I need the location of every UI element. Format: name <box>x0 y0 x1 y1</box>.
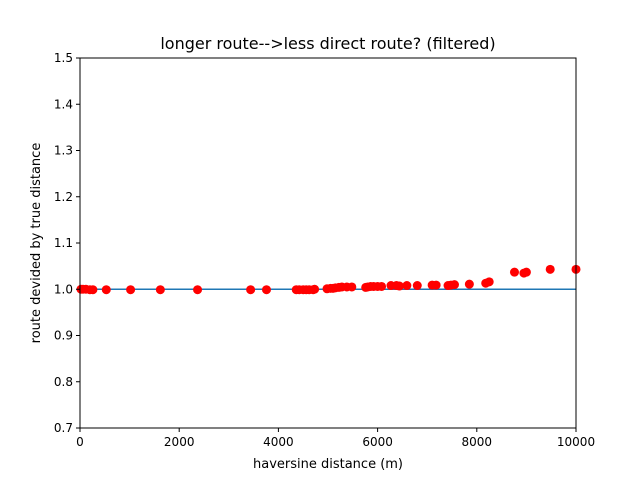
data-point <box>310 284 320 294</box>
data-point <box>246 285 256 295</box>
y-tick-label: 1.4 <box>54 97 73 111</box>
data-point <box>377 281 387 291</box>
y-tick-label: 1.1 <box>54 236 73 250</box>
y-tick-label: 0.7 <box>54 421 73 435</box>
y-tick-label: 1.2 <box>54 190 73 204</box>
data-point <box>412 281 422 291</box>
data-point <box>545 264 555 274</box>
y-tick-label: 0.9 <box>54 329 73 343</box>
x-tick-label: 6000 <box>362 435 393 449</box>
x-tick-label: 0 <box>76 435 84 449</box>
y-tick-label: 1.5 <box>54 51 73 65</box>
data-point <box>521 267 531 277</box>
data-point <box>155 285 165 295</box>
x-axis-label: haversine distance (m) <box>253 457 403 472</box>
data-point <box>101 285 111 295</box>
data-point <box>509 267 519 277</box>
y-tick-label: 0.8 <box>54 375 73 389</box>
y-tick-label: 1.3 <box>54 144 73 158</box>
data-point <box>88 285 98 295</box>
plot-area: 0 2000 4000 6000 8000 10000 0.7 0.8 0.9 1.0 1.1 1.2… <box>54 51 595 449</box>
y-axis-label: route devided by true distance <box>29 143 44 344</box>
x-tick-label: 8000 <box>462 435 493 449</box>
data-point <box>394 281 404 291</box>
axes-frame <box>79 57 577 429</box>
data-point <box>402 281 412 291</box>
data-point <box>431 280 441 290</box>
x-tick-label: 10000 <box>557 435 595 449</box>
data-point <box>347 282 357 292</box>
data-point <box>193 285 203 295</box>
data-point <box>484 277 494 287</box>
x-tick-label: 4000 <box>263 435 294 449</box>
data-point <box>464 279 474 289</box>
data-point <box>261 285 271 295</box>
chart-title: longer route-->less direct route? (filte… <box>160 34 495 53</box>
x-tick-label: 2000 <box>164 435 195 449</box>
data-point <box>126 285 136 295</box>
y-tick-label: 1.0 <box>54 282 73 296</box>
data-point <box>449 280 459 290</box>
